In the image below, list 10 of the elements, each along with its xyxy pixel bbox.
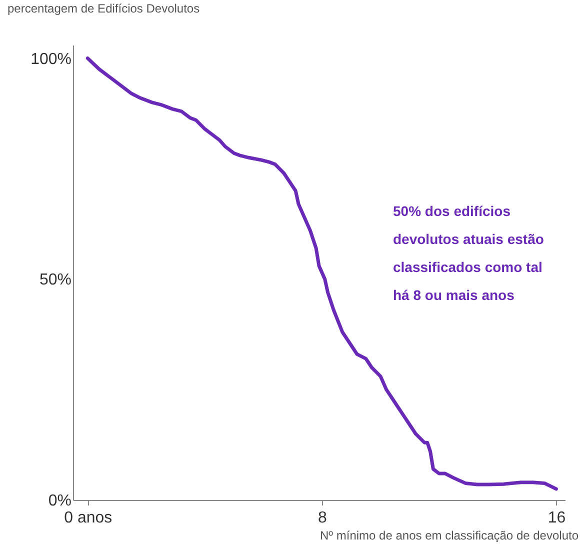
x-tick-label: 8 [318, 510, 327, 526]
annotation: 50% dos edifícios devolutos atuais estão classificados como tal há 8 ou mais anos [393, 203, 544, 303]
x-tick-label: 0 anos [64, 510, 112, 526]
y-tick-label: 100% [30, 50, 72, 68]
y-tick-label: 50% [39, 272, 72, 289]
line-series [86, 56, 558, 491]
y-tick-label: 0% [48, 492, 72, 510]
x-axis-title: Nº mínimo de anos em classificação de devoluto [320, 528, 579, 542]
x-tick-label: 16 [548, 510, 566, 526]
y-axis-title: percentagem de Edifícios Devolutos [8, 2, 200, 16]
